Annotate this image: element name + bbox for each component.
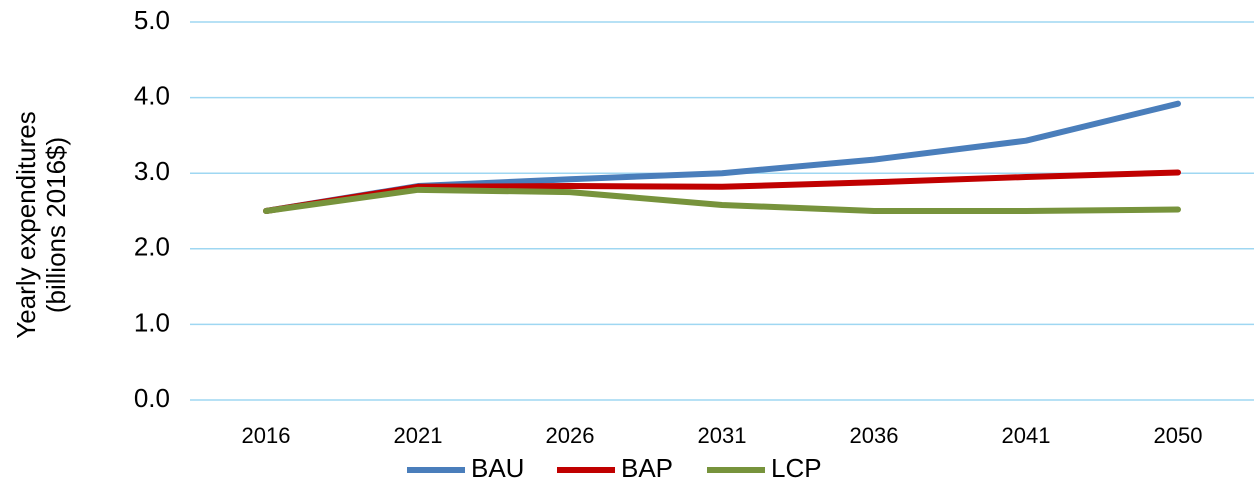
y-tick-label: 1.0 <box>134 307 170 337</box>
legend-label: LCP <box>771 453 822 483</box>
x-tick-label: 2041 <box>1002 423 1051 448</box>
x-tick-label: 2021 <box>394 423 443 448</box>
y-axis-title: Yearly expenditures (billions 2016$) <box>11 111 71 338</box>
y-tick-label: 3.0 <box>134 156 170 186</box>
series-line <box>263 169 1181 214</box>
x-tick-label: 2050 <box>1154 423 1203 448</box>
x-tick-label: 2016 <box>242 423 291 448</box>
y-tick-label: 0.0 <box>134 383 170 413</box>
x-tick-label: 2036 <box>850 423 899 448</box>
y-axis-title-line: (billions 2016$) <box>41 137 71 313</box>
y-tick-label: 5.0 <box>134 5 170 35</box>
y-axis-title-line: Yearly expenditures <box>11 111 41 338</box>
legend-label: BAP <box>621 453 673 483</box>
legend-label: BAU <box>471 453 524 483</box>
x-tick-label: 2031 <box>698 423 747 448</box>
y-tick-label: 4.0 <box>134 80 170 110</box>
x-tick-label: 2026 <box>546 423 595 448</box>
series-line <box>263 186 1181 214</box>
y-tick-label: 2.0 <box>134 232 170 262</box>
